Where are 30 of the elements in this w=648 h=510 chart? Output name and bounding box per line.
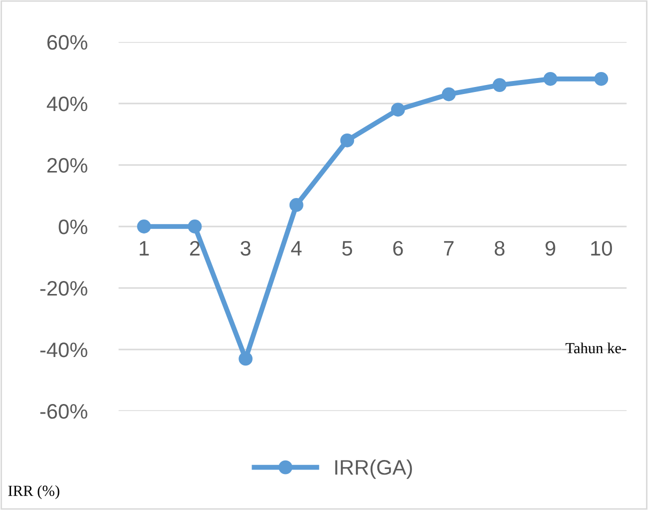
x-axis-title: Tahun ke-	[566, 342, 626, 354]
point	[594, 72, 608, 86]
x-tick-label: 8	[494, 240, 504, 256]
x-tick-label: 10	[591, 240, 612, 256]
y-tick-label: -60%	[40, 404, 88, 419]
x-tick-label: 2	[190, 240, 200, 256]
x-tick-label: 3	[240, 240, 250, 256]
x-tick-label: 4	[291, 241, 302, 256]
x-tick-label: 6	[393, 240, 403, 256]
point	[442, 87, 456, 102]
y-tick-label: 0%	[58, 220, 88, 234]
y-tick-label: 60%	[47, 35, 88, 50]
point	[391, 102, 405, 117]
y-tick-label: 40%	[46, 96, 88, 112]
x-tick-label: 9	[546, 240, 556, 256]
legend-label: IRR(GA)	[335, 459, 412, 479]
x-tick-label: 7	[444, 241, 454, 256]
x-tick-label: 1	[140, 241, 149, 256]
point	[238, 352, 253, 366]
point	[137, 220, 151, 234]
point	[492, 78, 507, 92]
point	[543, 72, 558, 86]
point	[188, 220, 202, 234]
point	[340, 133, 354, 148]
x-tick-label: 5	[342, 241, 352, 256]
y-tick-label: -40%	[40, 342, 88, 358]
y-axis-title: IRR (%)	[8, 485, 60, 500]
point	[289, 198, 304, 212]
y-tick-label: 20%	[47, 158, 88, 173]
y-tick-label: -20%	[40, 281, 88, 296]
